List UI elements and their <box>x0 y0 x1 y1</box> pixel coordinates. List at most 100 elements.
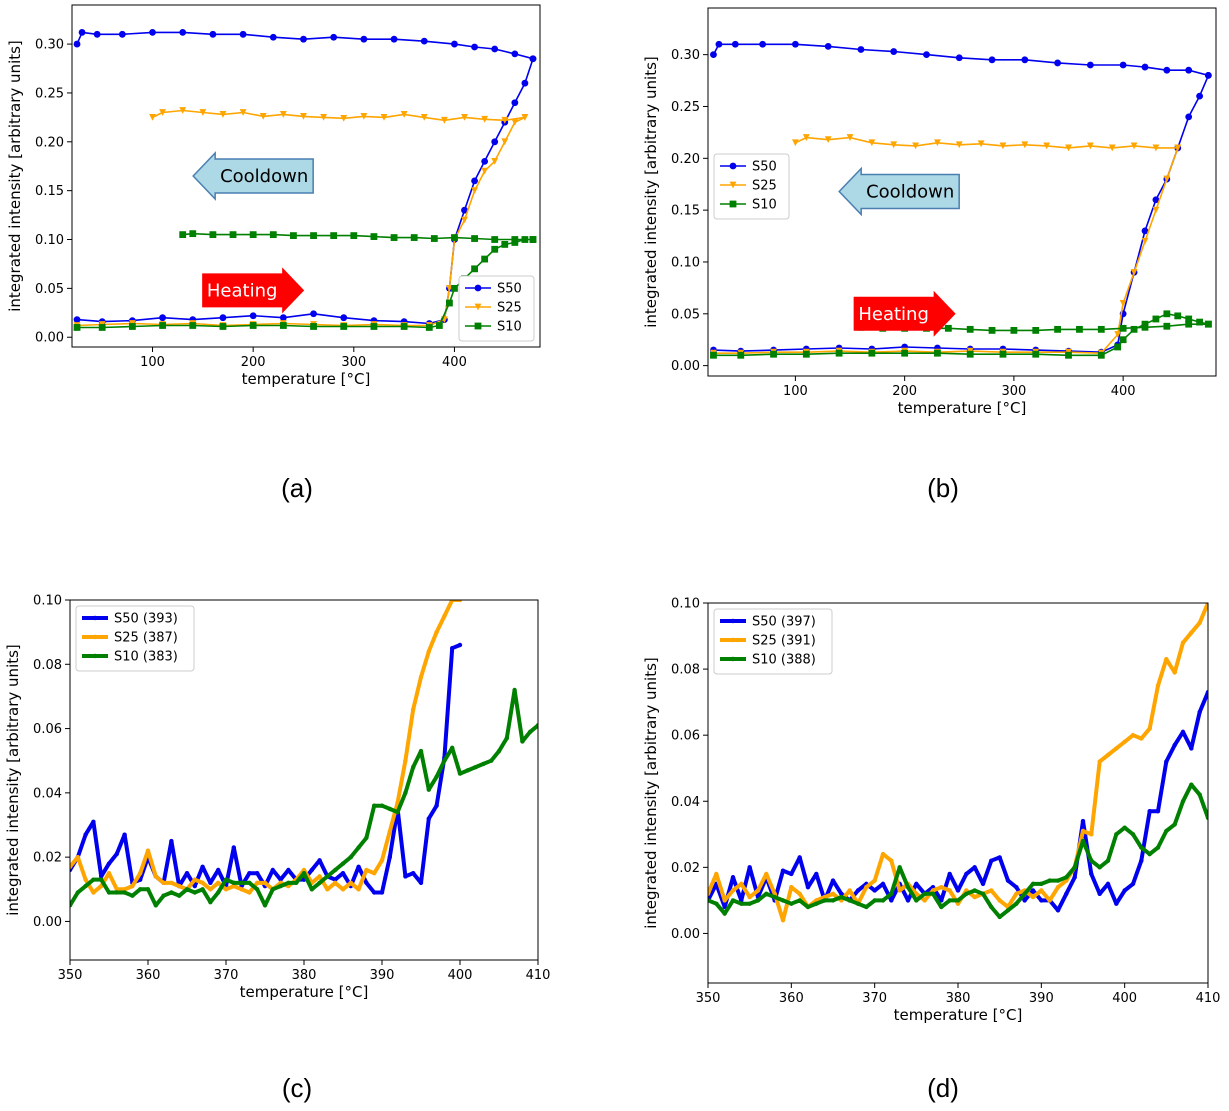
data-point <box>1152 144 1160 152</box>
data-point <box>1139 736 1144 741</box>
y-tick-label: 0.00 <box>35 331 64 346</box>
data-point <box>710 51 717 59</box>
data-point <box>370 233 378 240</box>
data-point <box>290 232 297 240</box>
data-point <box>890 48 898 55</box>
chart-panel-2: 100 200 300 400 0.00 0.05 0.10 0.15 0.20 0.25 0.30… <box>642 7 1217 417</box>
data-point <box>411 871 416 876</box>
data-point <box>1114 901 1119 906</box>
data-point <box>473 764 478 770</box>
data-point <box>802 134 810 141</box>
data-point <box>400 323 408 330</box>
data-point <box>512 687 517 693</box>
x-tick-label: 380 <box>946 991 971 1006</box>
data-point <box>722 911 727 916</box>
data-point <box>1204 71 1212 79</box>
data-point <box>897 865 902 870</box>
data-point <box>1205 690 1208 695</box>
data-point <box>1180 729 1186 735</box>
data-point <box>789 871 794 877</box>
data-point <box>730 898 736 903</box>
y-tick-label: 0.10 <box>33 594 62 609</box>
y-tick-label: 0.08 <box>33 658 62 673</box>
data-point <box>231 883 236 889</box>
data-point <box>855 901 861 906</box>
y-tick-label: 0.10 <box>671 255 700 270</box>
data-point <box>1147 851 1152 857</box>
data-point <box>426 649 431 654</box>
data-point <box>1032 326 1040 334</box>
y-tick-label: 0.02 <box>33 851 62 866</box>
data-point <box>169 890 174 895</box>
y-tick-label: 0.00 <box>33 915 62 930</box>
data-point <box>830 891 836 896</box>
y-axis-label: integrated intensity [arbitrary units] <box>642 56 660 328</box>
data-point <box>446 299 453 307</box>
data-point <box>1141 237 1149 245</box>
data-point <box>370 323 378 330</box>
data-point <box>387 829 392 834</box>
data-point <box>179 28 187 36</box>
data-point <box>262 880 268 886</box>
data-point <box>890 141 898 149</box>
y-tick-label: 0.10 <box>671 597 700 612</box>
data-point <box>1197 792 1202 797</box>
data-point <box>1122 888 1127 893</box>
data-point <box>989 904 994 910</box>
y-tick-label: 0.02 <box>671 861 700 876</box>
data-point <box>189 322 197 329</box>
plot-frame <box>707 602 1209 984</box>
data-point <box>450 646 455 651</box>
data-point <box>710 351 717 359</box>
data-point <box>1197 620 1202 626</box>
data-point <box>192 883 197 889</box>
x-tick-label: 350 <box>58 968 83 983</box>
plot-area <box>73 28 537 331</box>
data-point <box>1047 898 1052 903</box>
data-point <box>814 901 819 906</box>
data-point <box>471 265 478 273</box>
data-point <box>1180 799 1186 804</box>
data-point <box>1205 815 1208 820</box>
data-point <box>1022 898 1027 903</box>
data-point <box>145 848 151 853</box>
data-point <box>247 890 252 895</box>
data-point <box>317 874 322 879</box>
data-point <box>980 891 986 896</box>
data-point <box>770 350 777 358</box>
data-point <box>855 888 861 893</box>
plot-frame <box>707 7 1217 377</box>
data-point <box>1039 881 1044 887</box>
data-point <box>279 314 287 322</box>
data-point <box>159 322 166 329</box>
data-point <box>426 787 431 792</box>
data-point <box>772 894 777 900</box>
data-point <box>905 884 911 890</box>
data-point <box>231 845 236 850</box>
data-point <box>425 324 433 331</box>
data-point <box>410 234 418 241</box>
data-point <box>442 613 447 619</box>
data-point <box>814 871 819 877</box>
x-tick-label: 370 <box>214 968 239 983</box>
data-point <box>764 871 769 877</box>
data-point <box>390 234 398 241</box>
data-point <box>122 890 127 895</box>
data-point <box>91 877 96 882</box>
data-point <box>395 809 400 815</box>
cooldown-label: Cooldown <box>220 166 308 187</box>
data-point <box>249 231 257 239</box>
data-point <box>356 864 361 869</box>
data-point <box>1039 898 1044 903</box>
data-point <box>208 899 213 905</box>
data-point <box>179 231 187 239</box>
data-point <box>872 898 877 903</box>
data-point <box>1130 142 1138 150</box>
data-point <box>317 880 322 886</box>
data-point <box>714 901 719 906</box>
caption-d: (d) <box>927 1073 959 1103</box>
x-tick-label: 380 <box>292 968 317 983</box>
data-point <box>333 880 338 886</box>
y-tick-label: 0.04 <box>33 786 62 801</box>
data-point <box>269 33 277 41</box>
